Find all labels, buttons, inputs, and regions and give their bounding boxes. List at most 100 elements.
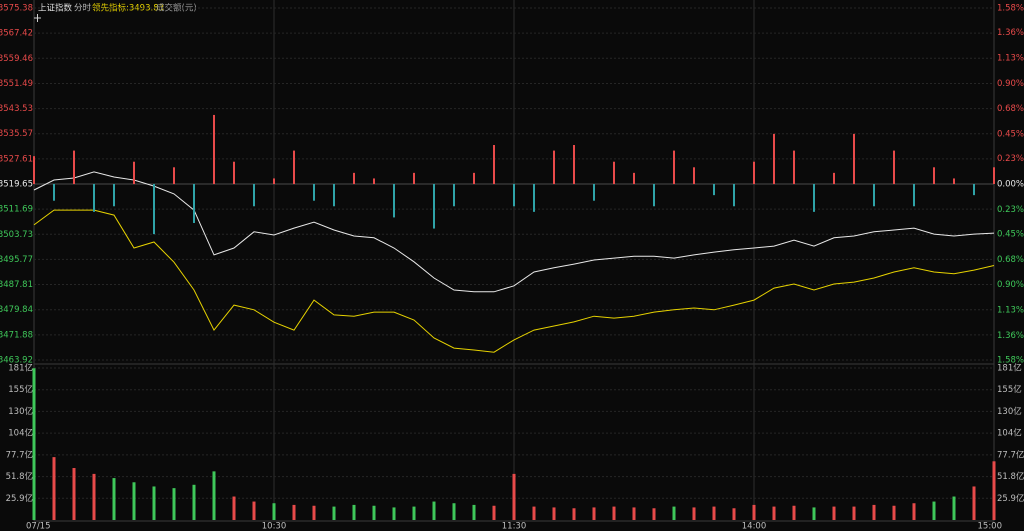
volume-bar [472, 504, 476, 520]
volume-title: 成交额(元) [156, 3, 197, 14]
breadth-bar [413, 172, 415, 184]
volume-bar [112, 478, 116, 520]
y-tick-label: 3567.42 [0, 29, 33, 39]
breadth-bar [593, 184, 595, 201]
price-line [33, 209, 995, 353]
breadth-bar [893, 150, 895, 184]
y-tick-label: 3503.73 [0, 230, 33, 240]
volume-bar [692, 507, 696, 520]
y-tick-label: 3527.61 [0, 154, 33, 164]
y-tick-label: 77.7亿 [6, 449, 33, 460]
volume-bar [372, 505, 376, 520]
breadth-bar [933, 167, 935, 184]
breadth-bar [993, 167, 995, 184]
breadth-bar [33, 156, 35, 184]
volume-bar [772, 506, 776, 520]
volume-bar [552, 507, 556, 520]
breadth-bar [793, 150, 795, 184]
y-tick-label-right: 155亿 [997, 384, 1022, 395]
volume-bar [892, 505, 896, 520]
volume-bar [732, 508, 736, 520]
volume-bar [172, 488, 176, 520]
breadth-bar [333, 184, 335, 207]
breadth-bar [53, 184, 55, 201]
breadth-bar [913, 184, 915, 207]
breadth-bar [373, 178, 375, 184]
y-tick-label-right: 25.9亿 [997, 493, 1024, 504]
breadth-bar [153, 184, 155, 235]
volume-bar [812, 507, 816, 520]
y-tick-label: 3551.49 [0, 79, 33, 89]
volume-bar [532, 506, 536, 520]
volume-bar [392, 507, 396, 520]
volume-bar [452, 503, 456, 520]
volume-bar [952, 496, 956, 520]
volume-bar [132, 482, 136, 520]
breadth-bar [833, 172, 835, 184]
breadth-bar [473, 172, 475, 184]
breadth-bar [873, 184, 875, 207]
volume-bar [852, 506, 856, 520]
breadth-bar [93, 184, 95, 212]
y-tick-label: 155亿 [8, 384, 33, 395]
volume-bar [232, 496, 236, 520]
breadth-bar [293, 150, 295, 184]
y-tick-label: 3487.81 [0, 280, 33, 290]
breadth-bar [713, 184, 715, 196]
volume-bar [252, 501, 256, 520]
y-tick-label: 25.9亿 [6, 493, 33, 504]
y-tick-label: 130亿 [8, 406, 33, 417]
volume-bar [912, 503, 916, 520]
y-tick-label: 181亿 [8, 363, 33, 374]
y2-tick-label: 1.13% [997, 305, 1024, 315]
breadth-bar [513, 184, 515, 207]
y-tick-label-right: 77.7亿 [997, 449, 1024, 460]
y2-tick-label: 1.58% [997, 356, 1024, 366]
volume-bar [72, 468, 76, 520]
y-tick-label: 3519.65 [0, 180, 33, 190]
breadth-bar [733, 184, 735, 207]
y2-tick-label: 0.45% [997, 129, 1024, 139]
x-tick-label: 14:00 [742, 522, 767, 531]
volume-bar [272, 503, 276, 520]
breadth-bar [253, 184, 255, 207]
volume-bar [572, 508, 576, 520]
breadth-bar [573, 145, 575, 184]
y-tick-label-right: 104亿 [997, 428, 1022, 439]
volume-bar [932, 501, 936, 520]
volume-bar [592, 507, 596, 520]
volume-bar [632, 507, 636, 520]
breadth-bar [213, 114, 215, 184]
x-tick-label: 15:00 [978, 522, 1003, 531]
x-tick-label: 10:30 [262, 522, 287, 531]
y2-tick-label: 1.58% [997, 4, 1024, 14]
y2-tick-label: 0.68% [997, 104, 1024, 114]
volume-bar [652, 508, 656, 520]
breadth-bar [973, 184, 975, 196]
breadth-bar [133, 161, 135, 184]
volume-bar [32, 368, 36, 520]
y-tick-label: 51.8亿 [6, 471, 33, 482]
breadth-bar [393, 184, 395, 218]
volume-bar [512, 473, 516, 520]
breadth-bar [953, 178, 955, 184]
volume-bar [92, 473, 96, 520]
x-tick-label: 11:30 [502, 522, 527, 531]
breadth-bar [673, 150, 675, 184]
volume-bar [992, 461, 996, 520]
y2-tick-label: 1.13% [997, 54, 1024, 64]
breadth-bar [273, 178, 275, 184]
volume-bar [52, 457, 56, 520]
volume-bar [612, 506, 616, 520]
volume-bar [312, 505, 316, 520]
breadth-bar [73, 150, 75, 184]
y2-tick-label: 0.90% [997, 280, 1024, 290]
y2-tick-label: 1.36% [997, 28, 1024, 38]
volume-bar [152, 486, 156, 520]
volume-bar [492, 505, 496, 520]
breadth-bar [533, 184, 535, 212]
y2-tick-label: 0.68% [997, 255, 1024, 265]
volume-bar [752, 504, 756, 520]
y-tick-label: 3479.84 [0, 305, 33, 315]
